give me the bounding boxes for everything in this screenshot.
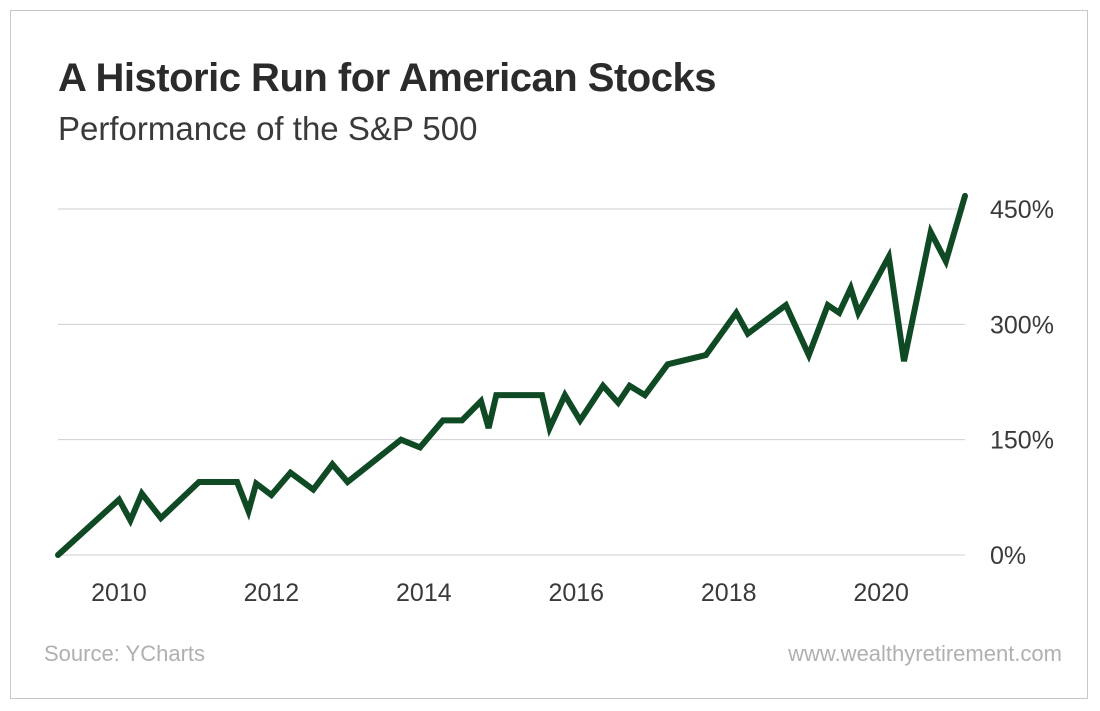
x-tick-label: 2016 [548, 579, 604, 607]
y-tick-label: 150% [990, 427, 1054, 455]
x-tick-label: 2014 [396, 579, 452, 607]
x-axis-tick-labels: 2010 2012 2014 2016 2018 2020 [91, 579, 909, 607]
x-tick-label: 2010 [91, 579, 147, 607]
series-line [55, 192, 968, 558]
y-tick-label: 0% [990, 542, 1026, 570]
x-tick-label: 2018 [701, 579, 757, 607]
chart-subtitle: Performance of the S&P 500 [58, 110, 478, 147]
gridlines [58, 208, 965, 556]
website-url: www.wealthyretirement.com [788, 641, 1062, 666]
x-tick-label: 2020 [853, 579, 909, 607]
x-tick-label: 2012 [244, 579, 300, 607]
y-tick-label: 300% [990, 311, 1054, 339]
source-note: Source: YCharts [44, 641, 206, 666]
series-lines [55, 192, 968, 558]
y-tick-label: 450% [990, 196, 1054, 224]
y-axis-tick-labels: 0% 150% 300% 450% [990, 196, 1054, 570]
chart-title: A Historic Run for American Stocks [58, 56, 716, 100]
